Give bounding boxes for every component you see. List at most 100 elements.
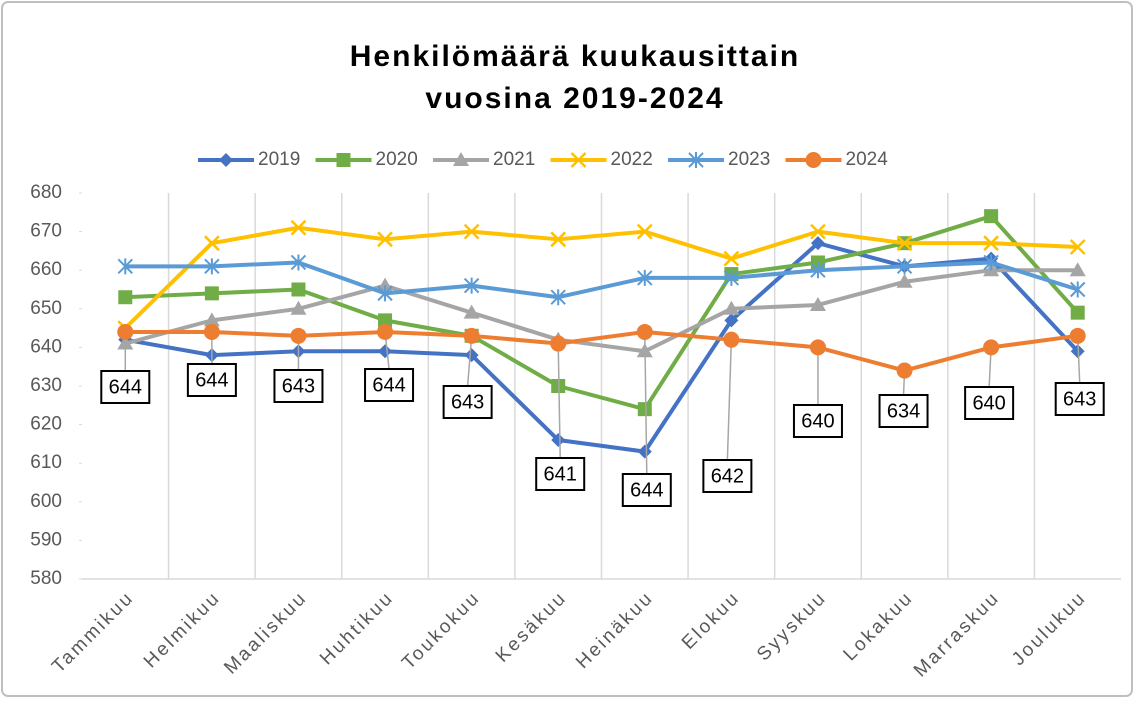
marker xyxy=(896,258,913,275)
marker-shape xyxy=(550,335,567,352)
marker xyxy=(723,250,740,267)
y-tick-label: 650 xyxy=(30,298,62,319)
marker xyxy=(463,327,480,344)
marker-shape xyxy=(896,258,913,275)
marker xyxy=(805,152,822,168)
marker-shape xyxy=(984,209,999,224)
marker-shape xyxy=(453,152,469,166)
marker-shape xyxy=(896,273,913,288)
marker xyxy=(810,236,825,251)
marker xyxy=(723,331,740,348)
marker xyxy=(117,258,133,275)
marker-shape xyxy=(724,313,739,328)
data-label-box xyxy=(100,370,151,404)
marker xyxy=(377,231,393,248)
marker-shape xyxy=(805,152,822,168)
marker xyxy=(290,327,307,344)
marker-shape xyxy=(688,152,704,168)
marker-shape xyxy=(336,153,351,167)
marker xyxy=(1069,327,1086,344)
marker-shape xyxy=(550,289,566,306)
marker-shape xyxy=(723,300,740,315)
marker-shape xyxy=(290,219,307,236)
marker xyxy=(637,402,652,417)
marker-shape xyxy=(377,231,393,248)
y-tick-label: 610 xyxy=(30,452,62,473)
marker-shape xyxy=(463,277,480,294)
marker-shape xyxy=(637,402,652,417)
marker-shape xyxy=(1069,327,1086,344)
series-line xyxy=(125,329,1078,373)
marker-shape xyxy=(117,258,133,275)
data-label: 642 xyxy=(711,465,744,487)
marker xyxy=(896,235,913,252)
data-label-box xyxy=(186,363,237,397)
series-line xyxy=(124,268,1078,354)
y-tick-label: 580 xyxy=(30,568,62,589)
data-label: 643 xyxy=(451,391,484,413)
marker xyxy=(453,152,469,166)
marker-shape xyxy=(809,339,826,356)
series-line xyxy=(125,214,1080,412)
data-label: 644 xyxy=(372,374,405,396)
marker-shape xyxy=(810,236,825,251)
marker-shape xyxy=(723,250,740,267)
legend-label: 2022 xyxy=(611,149,653,170)
data-label: 643 xyxy=(1063,388,1096,410)
marker-shape xyxy=(203,323,220,340)
series-line xyxy=(123,225,1078,330)
data-label-box xyxy=(535,457,586,491)
marker-shape xyxy=(464,348,479,363)
marker-shape xyxy=(219,153,233,167)
marker xyxy=(983,235,1000,252)
marker-shape xyxy=(203,235,220,252)
marker xyxy=(204,286,219,301)
legend-label: 2024 xyxy=(846,149,889,170)
marker-shape xyxy=(723,269,740,286)
marker xyxy=(463,223,480,240)
marker xyxy=(551,433,566,448)
marker xyxy=(809,296,826,311)
marker xyxy=(203,312,220,327)
y-tick-label: 630 xyxy=(30,375,62,396)
marker xyxy=(550,335,567,352)
marker xyxy=(810,262,826,279)
marker xyxy=(984,209,999,224)
marker-shape xyxy=(896,362,913,379)
y-tick-label: 620 xyxy=(30,414,62,435)
marker-shape xyxy=(810,262,826,279)
leader-line xyxy=(557,343,561,459)
marker xyxy=(203,323,220,340)
marker-shape xyxy=(637,444,652,459)
marker xyxy=(723,300,740,315)
marker-shape xyxy=(204,286,219,301)
marker-shape xyxy=(204,258,220,275)
marker-shape xyxy=(378,344,393,359)
marker-shape xyxy=(983,235,1000,252)
data-label-box xyxy=(964,386,1015,420)
marker xyxy=(377,285,393,302)
data-label: 640 xyxy=(801,410,834,432)
marker xyxy=(378,313,393,328)
marker xyxy=(550,231,567,248)
marker-shape xyxy=(1070,305,1085,320)
data-label: 644 xyxy=(630,479,663,501)
data-label: 644 xyxy=(195,369,228,391)
data-label: 643 xyxy=(282,375,315,397)
data-label-box xyxy=(621,473,672,507)
data-label-box xyxy=(702,459,753,493)
data-label-box xyxy=(878,394,929,428)
chart-title: Henkilömäärä kuukausittain xyxy=(350,40,800,73)
marker-shape xyxy=(290,300,307,315)
marker xyxy=(117,323,134,340)
marker xyxy=(290,254,307,271)
y-tick-label: 590 xyxy=(30,529,62,550)
marker-shape xyxy=(637,269,653,286)
marker xyxy=(1069,262,1086,277)
marker-shape xyxy=(290,254,307,271)
marker-shape xyxy=(723,331,740,348)
y-tick-label: 640 xyxy=(30,336,62,357)
data-label-box xyxy=(273,369,324,403)
